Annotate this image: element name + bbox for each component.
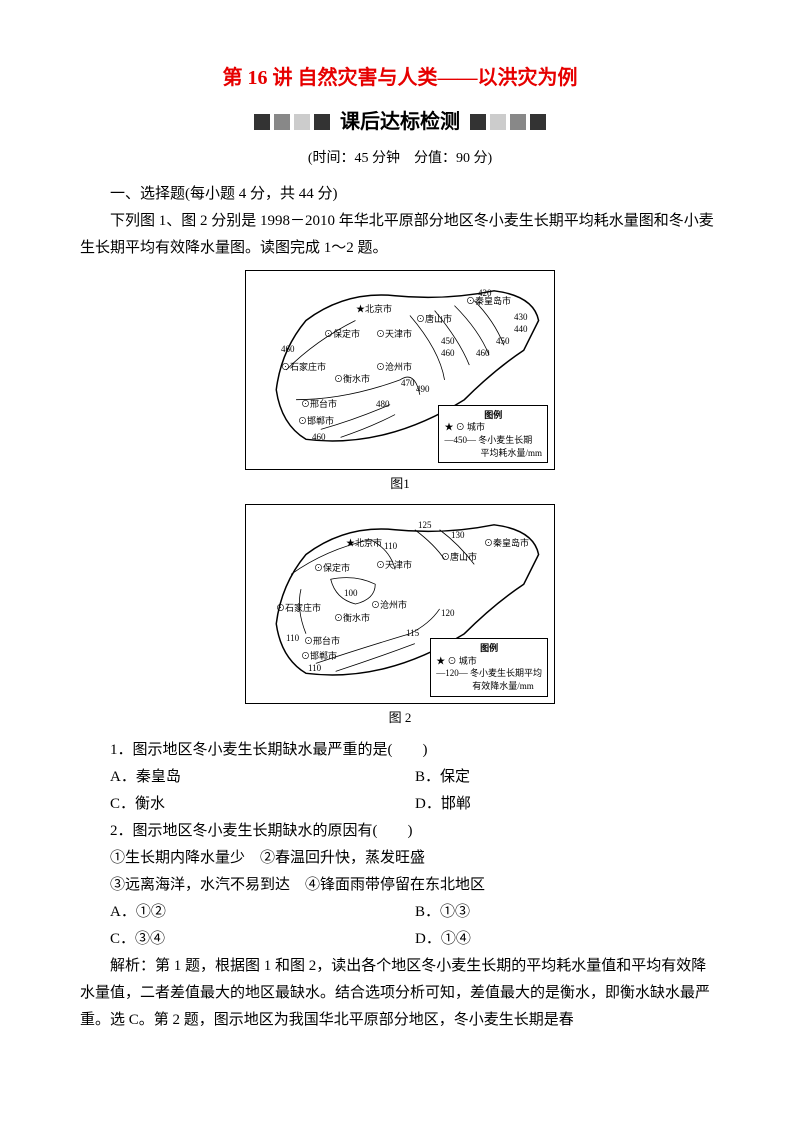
- city-label: ⊙沧州市: [371, 597, 407, 613]
- q2-optA: A．①②: [110, 899, 415, 926]
- deco-box: [510, 114, 526, 130]
- deco-box: [470, 114, 486, 130]
- subtitle-row: 课后达标检测: [80, 104, 720, 140]
- q2-optB: B．①③: [415, 899, 720, 926]
- city-label: ⊙保定市: [314, 560, 350, 576]
- q2-sub2: ③远离海洋，水汽不易到达 ④锋面雨带停留在东北地区: [80, 872, 720, 899]
- analysis-text: 解析：第 1 题，根据图 1 和图 2，读出各个地区冬小麦生长期的平均耗水量值和…: [80, 953, 720, 1034]
- q1-optB: B．保定: [415, 764, 720, 791]
- deco-box: [490, 114, 506, 130]
- fig1-caption: 图1: [245, 472, 555, 495]
- contour-label: 460: [441, 345, 455, 361]
- q1-options-1: A．秦皇岛 B．保定: [110, 764, 720, 791]
- contour-label: 470: [401, 375, 415, 391]
- city-label: ⊙邢台市: [304, 633, 340, 649]
- q2-optC: C．③④: [110, 926, 415, 953]
- contour-label: 460: [281, 341, 295, 357]
- city-label: ⊙邯郸市: [298, 413, 334, 429]
- contour-label: 480: [376, 396, 390, 412]
- map-1: 420 430 440 450 460 460 460 470 480 490 …: [245, 270, 555, 470]
- city-label: ⊙邯郸市: [301, 648, 337, 664]
- q2-sub1: ①生长期内降水量少 ②春温回升快，蒸发旺盛: [80, 845, 720, 872]
- city-label: ⊙衡水市: [334, 610, 370, 626]
- city-label: ★北京市: [346, 535, 382, 551]
- map-2: 125 130 110 110 100 110 115 120 ★北京市 ⊙秦皇…: [245, 504, 555, 704]
- q2-optD: D．①④: [415, 926, 720, 953]
- city-label: ⊙邢台市: [301, 396, 337, 412]
- intro-para: 下列图 1、图 2 分别是 1998－2010 年华北平原部分地区冬小麦生长期平…: [80, 208, 720, 262]
- contour-label: 440: [514, 321, 528, 337]
- city-label: ⊙天津市: [376, 326, 412, 342]
- city-label: ⊙秦皇岛市: [484, 535, 529, 551]
- q2-options-2: C．③④ D．①④: [110, 926, 720, 953]
- main-title: 第 16 讲 自然灾害与人类——以洪灾为例: [80, 60, 720, 96]
- contour-label: 100: [344, 585, 358, 601]
- section-heading: 一、选择题(每小题 4 分，共 44 分): [80, 181, 720, 208]
- q2-stem: 2．图示地区冬小麦生长期缺水的原因有( ): [80, 818, 720, 845]
- q1-options-2: C．衡水 D．邯郸: [110, 791, 720, 818]
- figure-2-container: 125 130 110 110 100 110 115 120 ★北京市 ⊙秦皇…: [80, 504, 720, 729]
- deco-box: [314, 114, 330, 130]
- q1-optD: D．邯郸: [415, 791, 720, 818]
- contour-label: 490: [416, 381, 430, 397]
- contour-label: 460: [312, 429, 326, 445]
- city-label: ⊙唐山市: [416, 311, 452, 327]
- city-label: ⊙衡水市: [334, 371, 370, 387]
- contour-label: 130: [451, 527, 465, 543]
- city-label: ⊙石家庄市: [281, 359, 326, 375]
- legend-2: 图例 ★ ⊙ 城市 —120— 冬小麦生长期平均 有效降水量/mm: [430, 638, 548, 696]
- legend-1: 图例 ★ ⊙ 城市 —450— 冬小麦生长期 平均耗水量/mm: [438, 405, 548, 463]
- subtitle: 课后达标检测: [340, 104, 460, 140]
- contour-label: 120: [441, 605, 455, 621]
- contour-label: 110: [384, 538, 397, 554]
- time-info: (时间：45 分钟 分值：90 分): [80, 146, 720, 171]
- contour-label: 450: [496, 333, 510, 349]
- deco-box: [274, 114, 290, 130]
- contour-label: 115: [406, 625, 419, 641]
- q1-optA: A．秦皇岛: [110, 764, 415, 791]
- city-label: ★北京市: [356, 301, 392, 317]
- q2-options-1: A．①② B．①③: [110, 899, 720, 926]
- fig2-caption: 图 2: [245, 706, 555, 729]
- q1-optC: C．衡水: [110, 791, 415, 818]
- deco-box: [254, 114, 270, 130]
- city-label: ⊙唐山市: [441, 549, 477, 565]
- city-label: ⊙天津市: [376, 557, 412, 573]
- deco-box: [530, 114, 546, 130]
- city-label: ⊙沧州市: [376, 359, 412, 375]
- city-label: ⊙秦皇岛市: [466, 293, 511, 309]
- contour-label: 110: [286, 630, 299, 646]
- contour-label: 125: [418, 517, 432, 533]
- city-label: ⊙石家庄市: [276, 600, 321, 616]
- contour-label: 460: [476, 345, 490, 361]
- q1-stem: 1．图示地区冬小麦生长期缺水最严重的是( ): [80, 737, 720, 764]
- figure-1-container: 420 430 440 450 460 460 460 470 480 490 …: [80, 270, 720, 495]
- deco-box: [294, 114, 310, 130]
- city-label: ⊙保定市: [324, 326, 360, 342]
